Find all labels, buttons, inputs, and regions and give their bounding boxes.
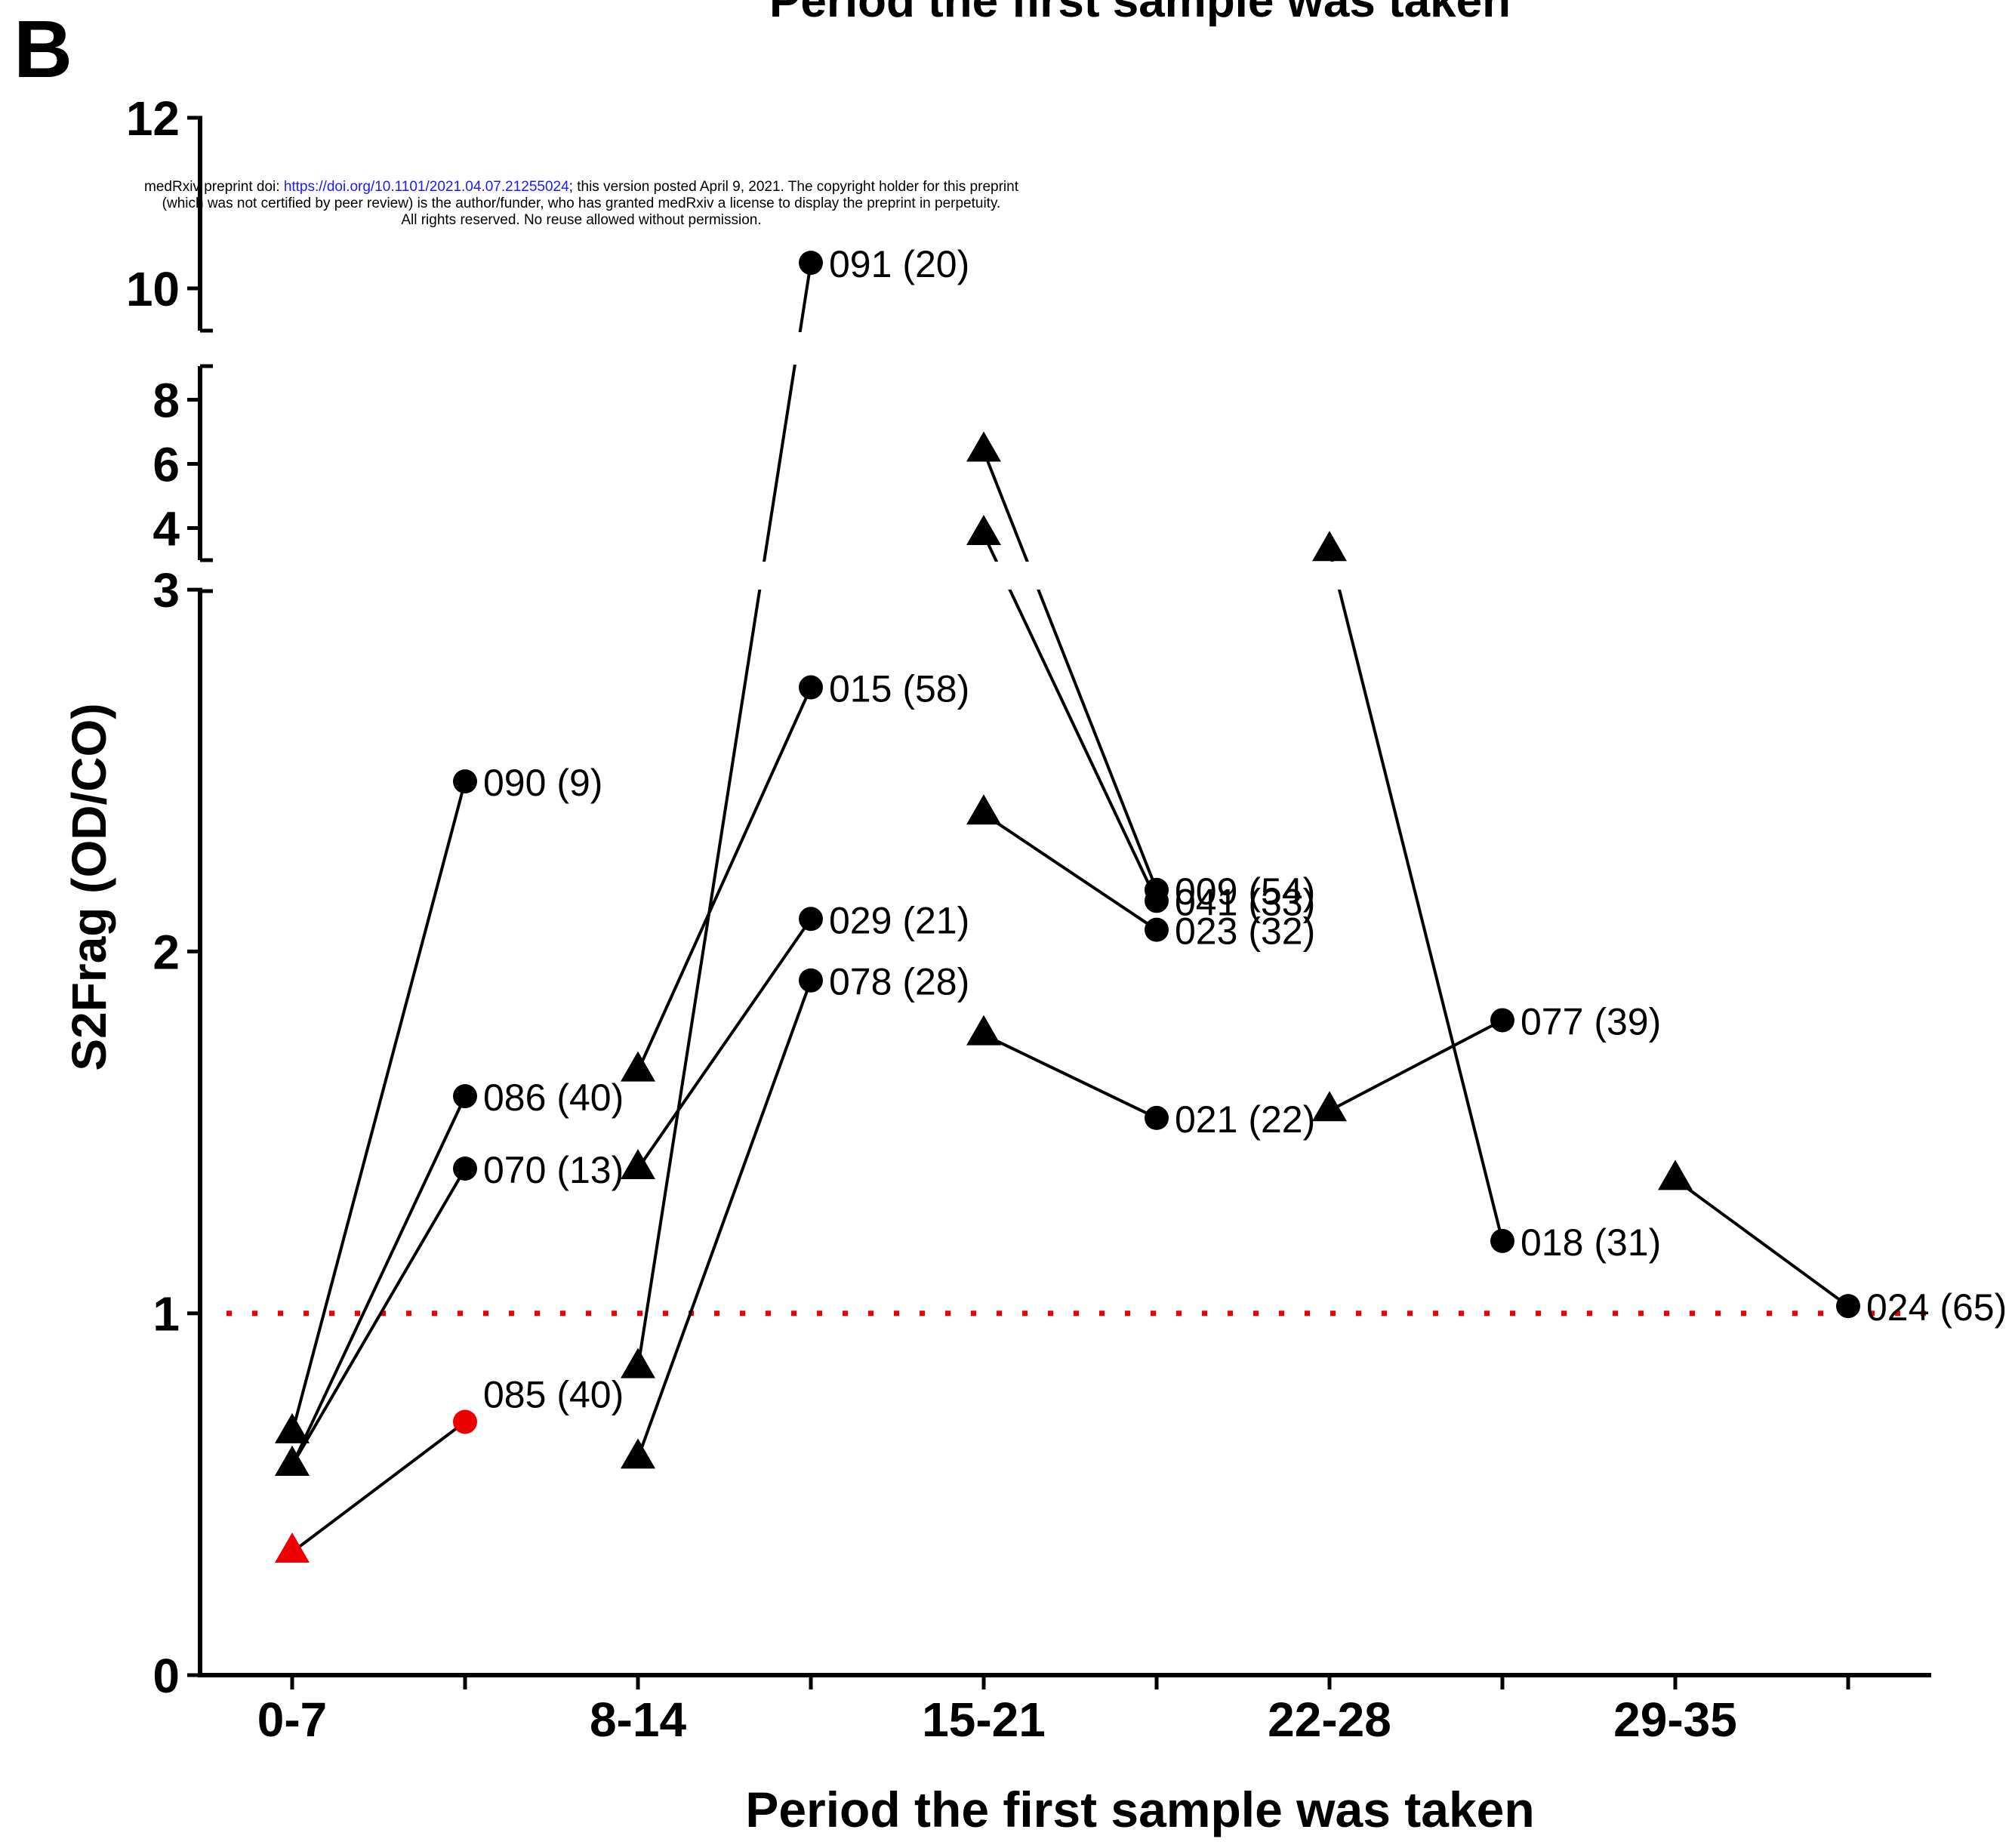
first-sample-triangle	[621, 1148, 655, 1179]
pair-line	[291, 1095, 467, 1466]
x-tick-label: 29-35	[1613, 1692, 1737, 1747]
notice-prefix: medRxiv preprint doi:	[144, 179, 284, 195]
point-labels: 090 (9) 086 (40) 070 (13) 085 (40) 091 (20) 0…	[483, 243, 2007, 1415]
panel-label: B	[14, 3, 72, 94]
point-label: 077 (39)	[1521, 1000, 1661, 1043]
point-label: 029 (21)	[829, 899, 969, 941]
second-sample-circle	[799, 251, 823, 276]
point-label: 085 (40)	[483, 1373, 624, 1415]
y-ticks: 0123468101214	[126, 91, 202, 1703]
first-sample-triangle	[621, 1348, 655, 1378]
x-tick-label: 22-28	[1268, 1692, 1391, 1747]
point-label: 078 (28)	[829, 961, 969, 1003]
y-axis-title: S2Frag (OD/CO)	[62, 703, 116, 1070]
second-sample-circle	[799, 968, 823, 993]
pair-line	[636, 262, 812, 1368]
first-sample-triangle	[275, 1532, 310, 1563]
second-sample-circle	[453, 1409, 477, 1434]
pair-line	[291, 1420, 467, 1554]
second-sample-circle	[453, 1156, 477, 1181]
first-sample-triangle	[1312, 531, 1347, 562]
x-axis-title: Period the first sample was taken	[745, 1782, 1534, 1837]
break-gap	[226, 562, 1933, 590]
first-sample-triangle	[966, 794, 1001, 825]
second-sample-circle	[1836, 1294, 1860, 1319]
point-label: 070 (13)	[483, 1149, 624, 1191]
point-label: 041 (33)	[1175, 881, 1315, 923]
y-tick-label: 12	[126, 91, 180, 146]
notice-suffix: ; this version posted April 9, 2021. The…	[569, 179, 1019, 195]
point-label: 018 (31)	[1521, 1221, 1661, 1264]
first-sample-triangle	[966, 431, 1001, 462]
pair-line	[982, 812, 1158, 932]
break-gap	[226, 332, 1933, 365]
point-label: 015 (58)	[829, 668, 969, 710]
point-label: 090 (9)	[483, 762, 602, 804]
point-label: 024 (65)	[1866, 1286, 2007, 1329]
pair-line	[1329, 1018, 1503, 1113]
y-tick-label: 6	[153, 438, 180, 492]
pair-line	[1674, 1178, 1850, 1307]
first-sample-triangle	[621, 1438, 655, 1469]
point-label: 091 (20)	[829, 243, 969, 285]
y-tick-label: 10	[126, 262, 180, 316]
second-sample-circle	[799, 675, 823, 700]
first-sample-triangle	[966, 1015, 1001, 1046]
y-tick-label: 2	[153, 925, 180, 979]
first-sample-triangle	[966, 515, 1001, 545]
pair-line	[636, 918, 812, 1170]
axis-break-gaps	[226, 332, 1933, 590]
notice-doi-link[interactable]: https://doi.org/10.1101/2021.04.07.21255…	[284, 179, 569, 195]
second-sample-circle	[453, 769, 477, 794]
notice-line-1: medRxiv preprint doi: https://doi.org/10…	[144, 179, 1019, 195]
first-sample-triangle	[1312, 1091, 1347, 1122]
first-sample-triangle	[1658, 1160, 1693, 1190]
y-tick-label: 0	[153, 1649, 180, 1703]
second-sample-circle	[453, 1084, 477, 1109]
y-tick-label: 8	[153, 374, 180, 428]
point-label: 023 (32)	[1175, 910, 1315, 953]
top-title-fragment: Period the first sample was taken	[769, 0, 1511, 27]
point-label: 021 (22)	[1175, 1098, 1315, 1141]
notice-line-3: All rights reserved. No reuse allowed wi…	[401, 212, 761, 228]
y-tick-label: 4	[153, 502, 180, 556]
second-sample-circle	[799, 907, 823, 932]
pair-line	[636, 686, 812, 1072]
notice-line-2: (which was not certified by peer review)…	[162, 196, 1001, 211]
y-tick-label: 1	[153, 1287, 180, 1341]
pair-line	[982, 450, 1158, 891]
first-sample-triangle	[275, 1446, 310, 1477]
second-sample-circle	[1145, 889, 1169, 913]
pair-line	[983, 1033, 1157, 1120]
connector-lines	[291, 262, 1850, 1554]
pair-line	[291, 781, 467, 1434]
pair-line	[636, 980, 812, 1459]
second-sample-circle	[1145, 917, 1169, 942]
point-label: 009 (54)	[1175, 870, 1315, 913]
pair-line	[291, 1167, 467, 1467]
point-label: 086 (40)	[483, 1076, 624, 1119]
x-tick-label: 15-21	[922, 1692, 1046, 1747]
pair-line	[982, 534, 1158, 902]
first-sample-triangle	[621, 1051, 655, 1082]
data-points	[275, 251, 1860, 1563]
preprint-notice: medRxiv preprint doi: https://doi.org/10…	[144, 179, 1019, 228]
second-sample-circle	[1490, 1008, 1514, 1033]
x-tick-label: 8-14	[590, 1692, 687, 1747]
x-tick-label: 0-7	[257, 1692, 328, 1747]
x-ticks: 0-7 8-14 15-21 22-28 29-35	[257, 1675, 1850, 1747]
pair-line	[1328, 550, 1504, 1242]
first-sample-triangle	[275, 1412, 310, 1443]
second-sample-circle	[1145, 1105, 1169, 1130]
y-tick-label: 3	[153, 563, 180, 618]
second-sample-circle	[1490, 1228, 1514, 1253]
